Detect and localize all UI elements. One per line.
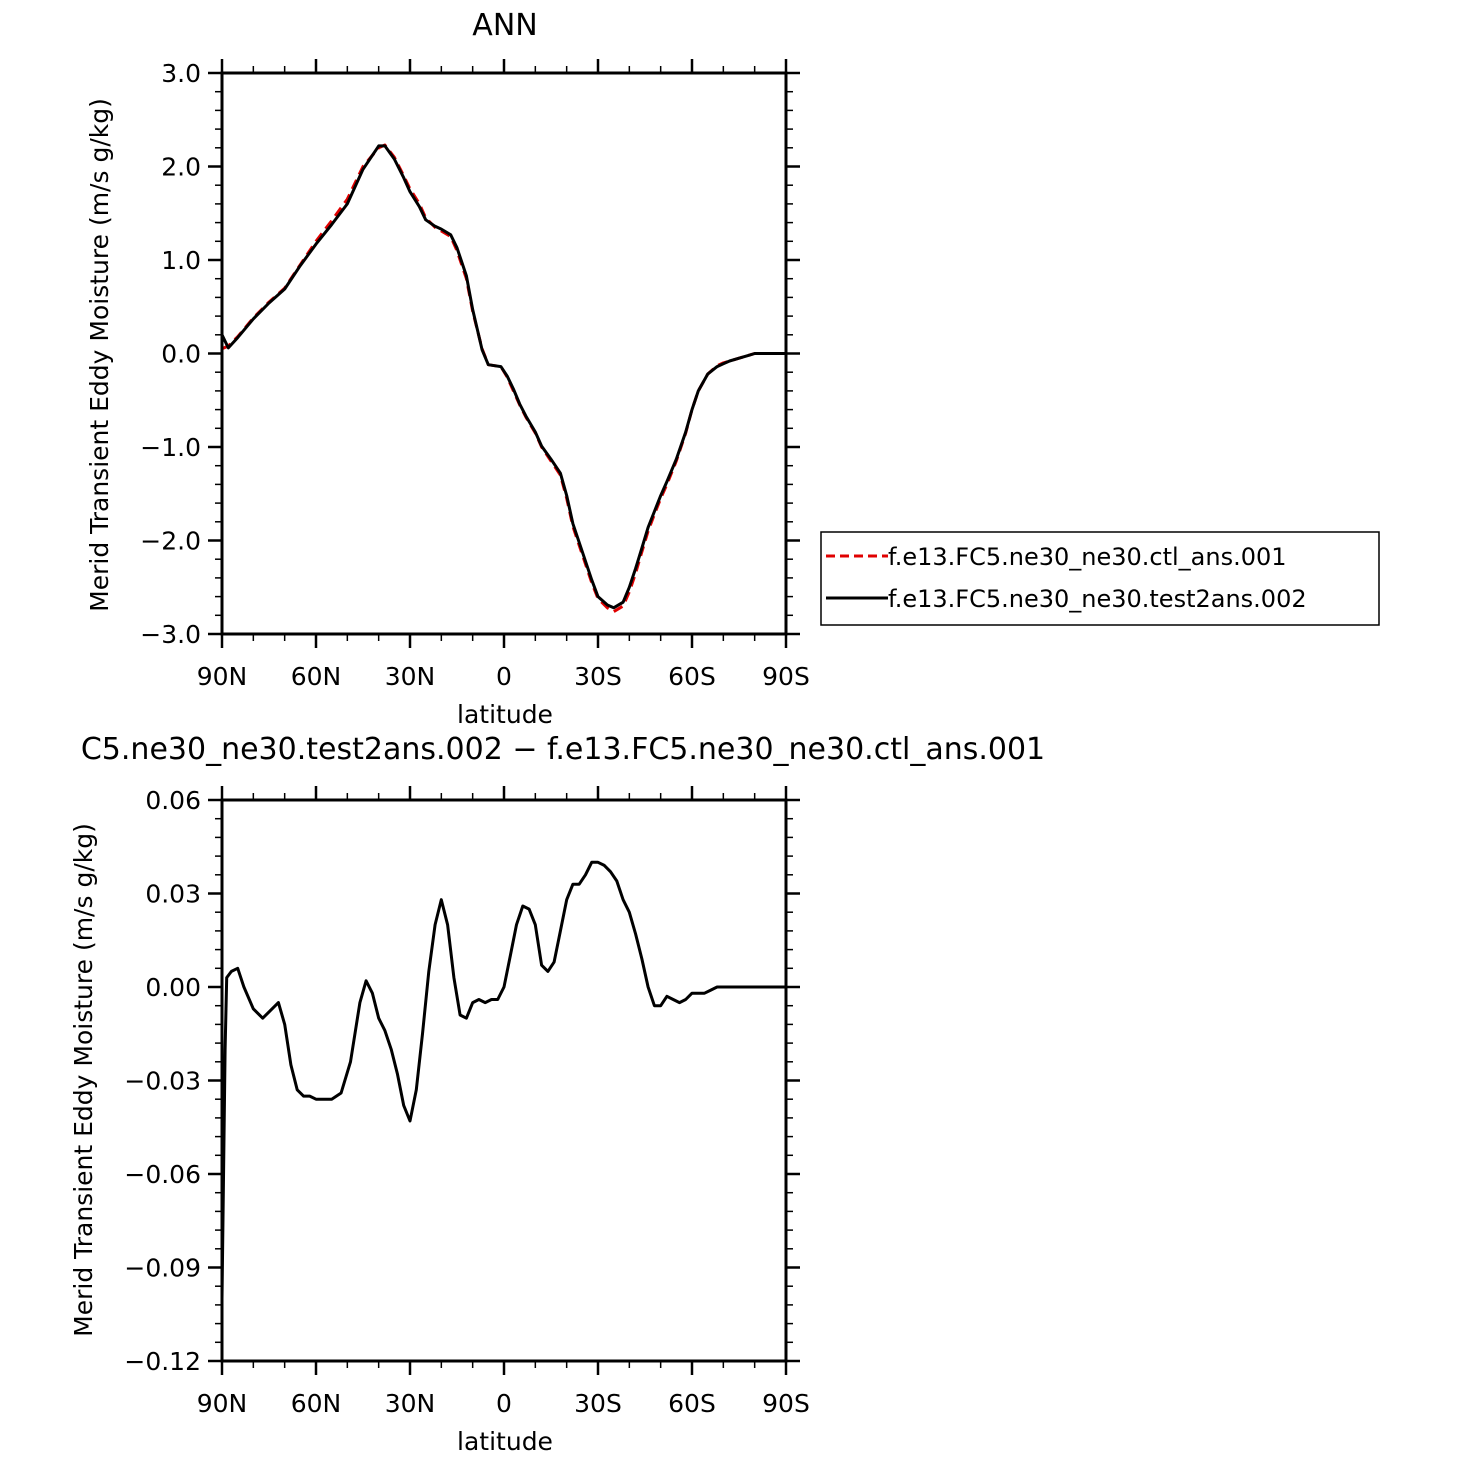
x-tick-label: 90S — [762, 662, 810, 691]
x-tick-label: 60S — [668, 662, 716, 691]
x-tick-label: 60N — [291, 662, 342, 691]
y-tick-label: −0.03 — [124, 1067, 201, 1096]
plot-bottom-x-axis-label: latitude — [457, 1427, 553, 1456]
plot-top-frame — [220, 71, 788, 636]
x-tick-label: 30S — [574, 662, 622, 691]
series-line-0-0 — [221, 143, 786, 614]
plot-bottom-title: C5.ne30_ne30.test2ans.002 − f.e13.FC5.ne… — [81, 732, 1045, 767]
y-tick-label: −0.09 — [124, 1254, 201, 1283]
plot-bottom-y-axis-label: Merid Transient Eddy Moisture (m/s g/kg) — [69, 823, 98, 1337]
legend: f.e13.FC5.ne30_ne30.ctl_ans.001 f.e13.FC… — [820, 531, 1380, 626]
plot-top: ANN 90N 60N 30N 0 30S 60S 90S 3.0 2.0 1.0 0.0 −1.0 −… — [85, 8, 810, 729]
x-tick-label: 0 — [496, 1389, 512, 1418]
legend-label-ctl: f.e13.FC5.ne30_ne30.ctl_ans.001 — [888, 543, 1287, 571]
x-tick-label: 60N — [291, 1389, 342, 1418]
y-tick-label: −3.0 — [140, 620, 201, 649]
y-tick-label: 0.00 — [145, 973, 201, 1002]
x-tick-label: 30N — [385, 662, 436, 691]
plot-top-x-axis-label: latitude — [457, 700, 553, 729]
legend-label-test: f.e13.FC5.ne30_ne30.test2ans.002 — [888, 585, 1307, 613]
x-tick-label: 30N — [385, 1389, 436, 1418]
x-tick-label: 30S — [574, 1389, 622, 1418]
x-tick-label: 0 — [496, 662, 512, 691]
plot-top-y-axis-label: Merid Transient Eddy Moisture (m/s g/kg) — [85, 98, 114, 612]
plot-top-title: ANN — [472, 8, 537, 43]
plot-bottom: C5.ne30_ne30.test2ans.002 − f.e13.FC5.ne… — [69, 732, 1045, 1456]
y-tick-label: −2.0 — [140, 527, 201, 556]
y-tick-label: 3.0 — [161, 59, 201, 88]
x-tick-label: 90S — [762, 1389, 810, 1418]
x-tick-label: 90N — [197, 662, 248, 691]
plot-bottom-frame — [220, 798, 788, 1363]
y-tick-label: 0.06 — [145, 786, 201, 815]
x-tick-label: 90N — [197, 1389, 248, 1418]
y-tick-label: −1.0 — [140, 433, 201, 462]
y-tick-label: −0.06 — [124, 1160, 201, 1189]
legend-box — [820, 531, 1380, 626]
x-tick-label: 60S — [668, 1389, 716, 1418]
series-line-0-1 — [220, 144, 786, 610]
y-tick-label: 2.0 — [161, 153, 201, 182]
y-tick-label: 0.03 — [145, 880, 201, 909]
y-tick-label: 0.0 — [161, 340, 201, 369]
y-tick-label: 1.0 — [161, 246, 201, 275]
y-tick-label: −0.12 — [124, 1347, 201, 1376]
series-line-1-0 — [220, 860, 786, 1299]
